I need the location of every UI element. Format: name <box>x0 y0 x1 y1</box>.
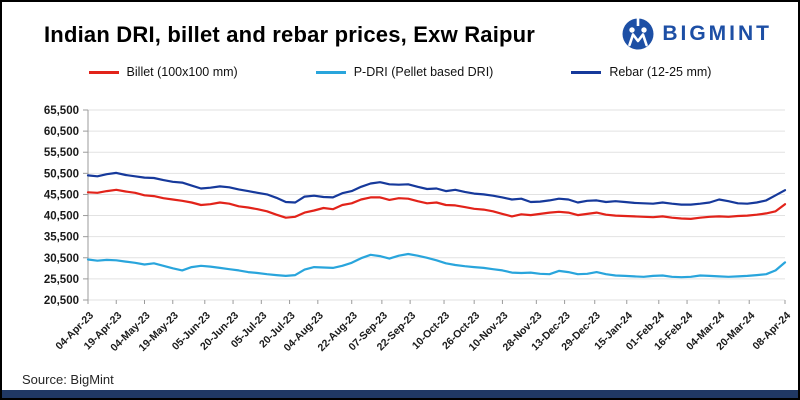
x-tick-label: 08-Apr-24 <box>750 310 793 353</box>
legend-item-billet: Billet (100x100 mm) <box>88 65 238 79</box>
legend-label-billet: Billet (100x100 mm) <box>126 65 238 79</box>
series-line-rebar <box>86 171 787 206</box>
legend-label-rebar: Rebar (12-25 mm) <box>609 65 712 79</box>
source-note: Source: BigMint <box>22 372 114 387</box>
bigmint-logo-icon <box>622 18 654 50</box>
legend-item-pdri: P-DRI (Pellet based DRI) <box>315 65 494 79</box>
brand-logo: BIGMINT <box>621 17 772 51</box>
series-line-pdri <box>86 252 787 279</box>
chart-title: Indian DRI, billet and rebar prices, Exw… <box>44 22 536 47</box>
legend-item-rebar: Rebar (12-25 mm) <box>571 65 711 79</box>
y-tick-label: 55,500 <box>44 147 79 159</box>
y-tick-label: 30,500 <box>44 253 79 265</box>
y-tick-label: 65,500 <box>44 105 79 117</box>
y-tick-label: 60,500 <box>44 126 79 138</box>
y-tick-label: 45,500 <box>44 189 79 201</box>
bottom-accent-bar <box>2 390 798 398</box>
pdri-line-swatch <box>315 70 346 74</box>
legend: Billet (100x100 mm) P-DRI (Pellet based … <box>2 65 798 79</box>
billet-line-swatch <box>88 70 119 74</box>
brand-name: BIGMINT <box>662 22 772 45</box>
y-tick-label: 25,500 <box>44 274 79 286</box>
price-line-chart: 20,500 25,500 30,500 35,500 40,500 45,500 50,5… <box>44 105 793 354</box>
y-tick-label: 35,500 <box>44 232 79 244</box>
series-line-billet <box>86 188 787 221</box>
legend-label-pdri: P-DRI (Pellet based DRI) <box>353 65 494 79</box>
rebar-line-swatch <box>571 70 602 74</box>
y-tick-label: 20,500 <box>44 295 79 307</box>
y-tick-label: 40,500 <box>44 211 79 223</box>
y-tick-label: 50,500 <box>44 168 79 180</box>
